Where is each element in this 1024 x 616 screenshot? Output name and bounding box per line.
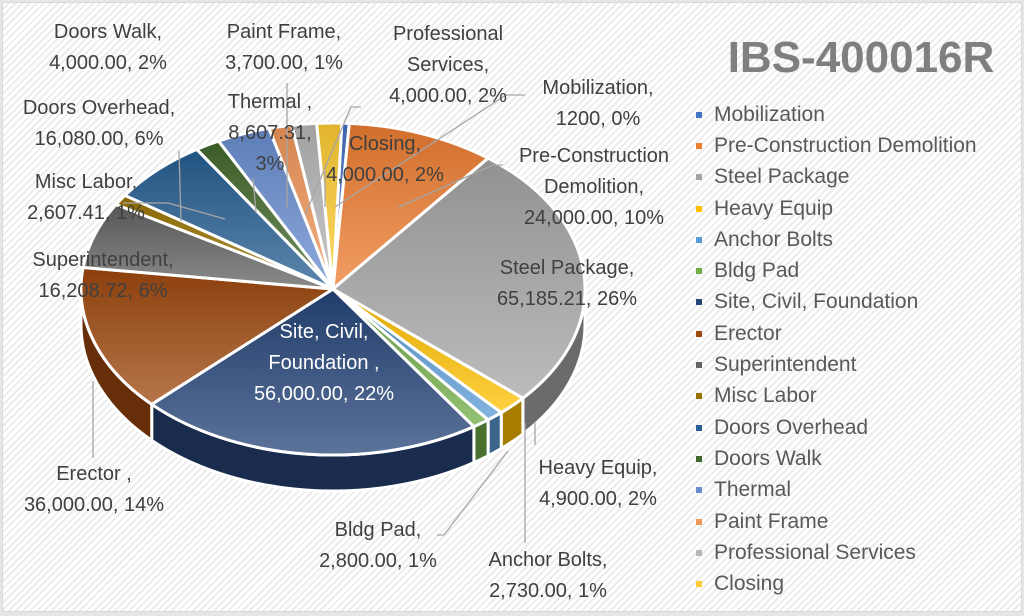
legend-marker-icon [696,205,702,212]
legend-label: Steel Package [714,165,850,189]
legend-item-site-civil-foundation: Site, Civil, Foundation [696,287,977,318]
legend-item-closing: Closing [696,568,977,599]
legend-marker-icon [696,518,702,525]
legend-label: Superintendent [714,353,857,377]
legend-item-doors-overhead: Doors Overhead [696,412,977,443]
legend-label: Site, Civil, Foundation [714,290,919,314]
leader-line [178,150,182,222]
leader-line [304,106,361,216]
legend-label: Closing [714,572,785,596]
data-label-superintendent: Superintendent, 16,208.72, 6% [32,249,174,302]
pie-slice-erector [79,266,335,406]
legend-marker-icon [696,549,702,556]
legend-marker-icon [696,111,702,118]
data-label-doors-walk: Doors Walk, 4,000.00, 2% [49,21,167,74]
legend-marker-icon [696,236,702,243]
legend-item-bldg-pad: Bldg Pad [696,255,977,286]
leader-line [334,94,525,208]
leader-line [252,177,257,214]
legend-marker-icon [696,487,702,494]
legend-label: Doors Overhead [714,415,869,439]
legend-marker-icon [696,268,702,275]
data-label-erector: Erector , 36,000.00, 14% [23,463,165,516]
legend-item-misc-labor: Misc Labor [696,381,977,412]
data-label-paint-frame: Paint Frame, 3,700.00, 1% [225,21,343,74]
legend-item-thermal: Thermal [696,475,977,506]
chart-title: IBS-400016R [727,33,995,82]
pie-slice-steel-package [331,156,587,400]
legend-item-paint-frame: Paint Frame [696,506,977,537]
legend-item-anchor-bolts: Anchor Bolts [696,224,977,255]
pie-top-layer [79,121,587,457]
data-label-mobilization: Mobilization, 1200, 0% [542,77,654,130]
legend-label: Heavy Equip [714,196,834,220]
data-label-bldg-pad: Bldg Pad, 2,800.00, 1% [319,519,437,572]
legend-marker-icon [696,299,702,306]
legend-label: Bldg Pad [714,259,800,283]
legend-item-erector: Erector [696,318,977,349]
data-label-steel-package: Steel Package, 65,185.21, 26% [496,257,638,310]
data-label-doors-overhead: Doors Overhead, 16,080.00, 6% [22,97,176,150]
data-label-misc-labor: Misc Labor, 2,607.41, 1% [27,171,145,224]
legend-marker-icon [696,455,702,462]
legend-label: Thermal [714,478,792,502]
legend-marker-icon [696,581,702,588]
legend-marker-icon [696,330,702,337]
legend-item-professional-services: Professional Services [696,537,977,568]
legend-label: Paint Frame [714,509,829,533]
legend-item-steel-package: Steel Package [696,162,977,193]
leader-line [398,164,503,208]
legend-item-superintendent: Superintendent [696,349,977,380]
data-label-professional-services: Professional Services, 4,000.00, 2% [389,23,507,107]
legend-marker-icon [696,142,702,149]
legend-item-pre-construction-demolition: Pre-Construction Demolition [696,130,977,161]
data-label-site-civil-foundation: Site, Civil, Foundation , 56,000.00, 22% [253,321,395,405]
legend-marker-icon [696,174,702,181]
legend: Mobilization Pre-Construction Demolition… [696,99,977,600]
legend-label: Professional Services [714,540,916,564]
legend-label: Anchor Bolts [714,227,834,251]
pie-slice-pre-construction-demolition [331,121,490,291]
legend-item-doors-walk: Doors Walk [696,443,977,474]
pie-chart-3d [79,83,587,543]
leader-lines [92,83,536,543]
data-label-pre-construction-demolition: Pre-Construction Demolition, 24,000.00, … [518,145,670,229]
leader-line [123,202,226,220]
legend-label: Pre-Construction Demolition [714,133,977,157]
legend-label: Mobilization [714,102,825,126]
legend-label: Erector [714,321,782,345]
data-label-closing: Closing, 4,000.00, 2% [326,133,444,186]
legend-item-heavy-equip: Heavy Equip [696,193,977,224]
legend-marker-icon [696,424,702,431]
data-label-heavy-equip: Heavy Equip, 4,900.00, 2% [538,457,658,510]
data-label-thermal: Thermal , 8,607.31, 3% [227,91,313,175]
pie-slice-closing [315,121,344,291]
legend-marker-icon [696,393,702,400]
data-label-anchor-bolts: Anchor Bolts, 2,730.00, 1% [488,549,608,602]
legend-marker-icon [696,362,702,369]
leader-line [437,450,509,536]
legend-item-mobilization: Mobilization [696,99,977,130]
legend-label: Misc Labor [714,384,817,408]
pie-slice-site-civil-foundation [150,287,476,457]
legend-label: Doors Walk [714,446,822,470]
